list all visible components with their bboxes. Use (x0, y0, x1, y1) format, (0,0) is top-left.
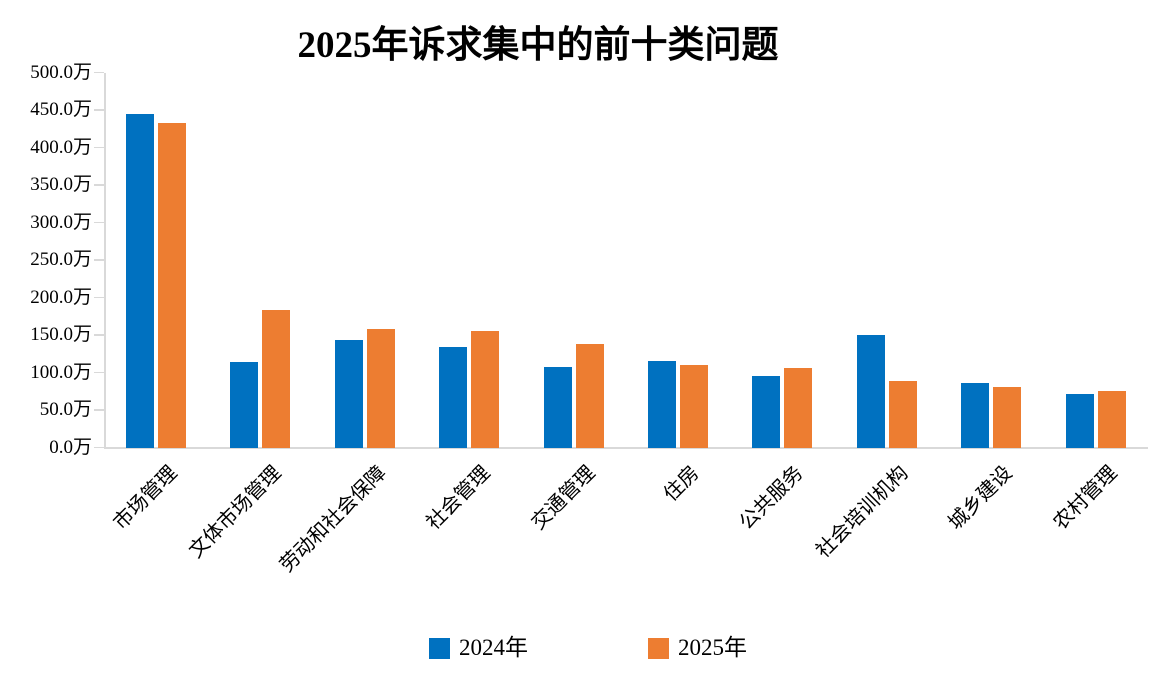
bar-2025年-文体市场管理 (262, 309, 291, 448)
y-axis-tick-label: 0.0万 (49, 436, 92, 458)
x-axis-line (104, 446, 1148, 449)
bar-2025年-住房 (680, 365, 708, 448)
y-axis-tick (94, 109, 104, 111)
y-axis-tick-label: 100.0万 (30, 361, 92, 383)
bar-2024年-公共服务 (752, 375, 781, 448)
y-axis-tick-label: 500.0万 (30, 61, 92, 83)
bar-2025年-公共服务 (784, 368, 813, 448)
x-axis-category-label: 劳动和社会保障 (275, 462, 391, 577)
y-axis-tick-label: 350.0万 (30, 174, 92, 195)
y-axis-tick (94, 446, 104, 449)
bar-2025年-交通管理 (575, 344, 604, 448)
x-axis-category-label: 公共服务 (735, 462, 808, 535)
chart-title: 2025年诉求集中的前十类问题 (297, 25, 779, 66)
bar-2024年-社会培训机构 (856, 335, 885, 448)
legend-item-2025: 2025年 (648, 636, 747, 660)
x-axis-category-label: 交通管理 (527, 462, 600, 535)
x-axis-category-label: 社会培训机构 (811, 462, 913, 563)
x-axis-category-label: 城乡建设 (944, 462, 1017, 535)
x-axis-category-label: 农村管理 (1049, 462, 1122, 535)
bar-2025年-城乡建设 (993, 386, 1022, 448)
legend-label-2025: 2025年 (678, 635, 747, 660)
bar-2024年-城乡建设 (961, 383, 990, 448)
y-axis-tick-label: 200.0万 (30, 286, 92, 308)
y-axis-line (104, 72, 106, 449)
bar-2024年-交通管理 (543, 367, 572, 448)
y-axis-tick (94, 409, 104, 411)
legend: 2024年 2025年 (0, 636, 1176, 660)
x-axis-category-label: 市场管理 (109, 462, 182, 535)
y-axis-tick (94, 259, 104, 261)
y-axis-tick-label: 450.0万 (30, 99, 92, 120)
y-axis-tick (94, 334, 104, 336)
bar-2025年-劳动和社会保障 (366, 329, 395, 448)
bar-2024年-市场管理 (126, 113, 154, 448)
bar-2025年-社会管理 (471, 331, 500, 448)
y-axis-tick (94, 296, 104, 299)
y-axis-tick-label: 50.0万 (39, 399, 92, 420)
legend-item-2024: 2024年 (429, 636, 528, 660)
y-axis-tick (94, 221, 104, 224)
y-axis-tick-label: 250.0万 (30, 249, 92, 270)
y-axis-tick (94, 184, 104, 186)
bar-2024年-文体市场管理 (230, 362, 259, 448)
x-axis-category-label: 社会管理 (422, 462, 495, 535)
x-axis-category-label: 文体市场管理 (185, 462, 286, 563)
y-axis-tick-label: 400.0万 (30, 136, 92, 158)
bar-2025年-市场管理 (158, 122, 186, 448)
y-axis-tick (94, 371, 104, 374)
bar-2024年-劳动和社会保障 (334, 340, 363, 448)
bar-2025年-农村管理 (1097, 391, 1126, 448)
x-axis-category-label: 住房 (659, 462, 704, 506)
y-axis-tick (94, 71, 104, 74)
legend-swatch-2024-icon (429, 637, 450, 659)
legend-swatch-2025-icon (648, 637, 669, 659)
bar-2024年-社会管理 (439, 347, 468, 448)
legend-label-2024: 2024年 (459, 635, 528, 660)
y-axis-tick-label: 150.0万 (30, 324, 92, 345)
y-axis-tick (94, 146, 104, 149)
bar-2024年-住房 (648, 361, 676, 448)
y-axis-tick-label: 300.0万 (30, 211, 92, 233)
bar-2025年-社会培训机构 (888, 380, 917, 448)
bar-2024年-农村管理 (1065, 393, 1094, 448)
